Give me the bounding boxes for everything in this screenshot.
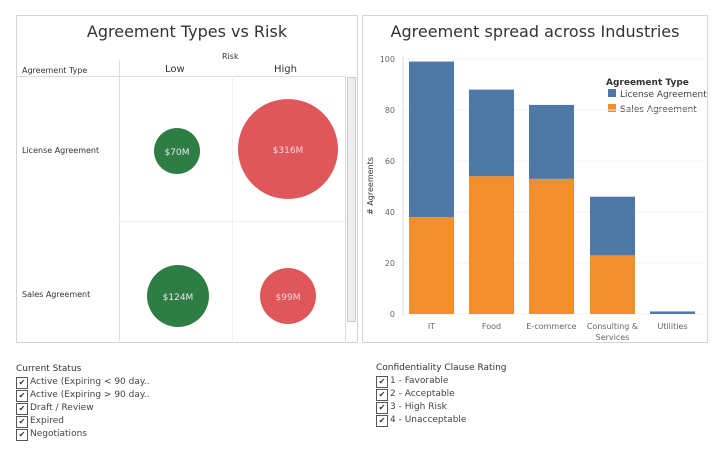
filter-option-label: 4 - Unacceptable	[390, 415, 467, 425]
checkbox[interactable]: ✔	[16, 390, 28, 402]
checkbox[interactable]: ✔	[16, 416, 28, 428]
risk-header: Risk	[222, 52, 239, 61]
bar-sales-agreement[interactable]	[590, 255, 635, 314]
bar-chart-svg: # Agreements Agreement Type License Agre…	[366, 55, 707, 342]
scrollbar[interactable]	[345, 76, 357, 341]
agreement-type-header: Agreement Type	[22, 66, 88, 75]
bubble-license-low[interactable]: $70M	[154, 128, 200, 174]
filter-option-label: 3 - High Risk	[390, 402, 447, 412]
checkbox[interactable]: ✔	[16, 403, 28, 415]
bar-sales-agreement[interactable]	[529, 178, 574, 314]
bar-sales-agreement[interactable]	[409, 217, 454, 314]
y-tick-label: 0	[390, 310, 395, 319]
confidentiality-filter-title: Confidentiality Clause Rating	[376, 363, 507, 373]
row-label-sales: Sales Agreement	[22, 290, 91, 299]
y-tick-label: 20	[385, 259, 395, 268]
filter-option-label: 2 - Acceptable	[390, 389, 455, 399]
filter-option-label: Expired	[30, 416, 64, 426]
x-tick-label: E-commerce	[526, 322, 576, 331]
bubble-sales-high[interactable]: $99M	[260, 268, 316, 324]
legend-title: Agreement Type	[606, 78, 689, 88]
x-tick-label: Food	[482, 322, 501, 331]
filter-option-label: Active (Expiring < 90 day..	[30, 377, 150, 387]
y-tick-label: 80	[385, 106, 395, 115]
bar-license-agreement[interactable]	[529, 104, 574, 179]
bubble-label: $124M	[163, 293, 194, 303]
checkbox[interactable]: ✔	[16, 377, 28, 389]
bubble-chart-title: Agreement Types vs Risk	[86, 22, 288, 41]
filter-option-label: Active (Expiring > 90 day..	[30, 390, 150, 400]
bar-panel: Agreement spread across Industries # Agr…	[362, 15, 708, 343]
row-label-license: License Agreement	[22, 146, 100, 155]
checkbox[interactable]: ✔	[376, 415, 388, 427]
filter-option-label: 1 - Favorable	[390, 376, 449, 386]
x-tick-label: Consulting &	[587, 322, 638, 331]
bubble-panel: Agreement Types vs Risk Risk Agreement T…	[16, 15, 358, 343]
bar-license-agreement[interactable]	[409, 61, 454, 218]
scrollbar-thumb[interactable]	[347, 77, 356, 322]
status-filter-title: Current Status	[16, 364, 82, 374]
bubble-license-high[interactable]: $316M	[238, 99, 338, 199]
x-tick-label: IT	[428, 322, 435, 331]
filter-option-label: Negotiations	[30, 429, 87, 439]
y-tick-label: 40	[385, 208, 395, 217]
x-tick-label: Services	[596, 333, 630, 342]
bubble-label: $70M	[165, 148, 190, 158]
bar-license-agreement[interactable]	[469, 89, 514, 177]
bar-chart-title: Agreement spread across Industries	[390, 22, 680, 41]
header-divider	[17, 76, 345, 77]
checkbox[interactable]: ✔	[376, 402, 388, 414]
row-label-divider	[119, 60, 120, 341]
checkbox[interactable]: ✔	[376, 389, 388, 401]
y-tick-label: 100	[380, 55, 395, 64]
legend-label: License Agreement	[620, 90, 707, 100]
checkbox[interactable]: ✔	[16, 429, 28, 441]
col-low-header: Low	[165, 64, 185, 75]
bubble-label: $316M	[273, 146, 304, 156]
bubble-sales-low[interactable]: $124M	[147, 265, 209, 327]
bar-sales-agreement[interactable]	[469, 176, 514, 314]
bubble-svg: $70M $316M $124M $99M	[147, 99, 338, 327]
col-high-header: High	[274, 64, 297, 75]
bar-license-agreement[interactable]	[590, 196, 635, 256]
row-divider	[119, 221, 345, 222]
filter-option-label: Draft / Review	[30, 403, 94, 413]
x-tick-label: Utilities	[657, 322, 687, 331]
y-axis-label: # Agreements	[366, 157, 375, 215]
y-tick-label: 60	[385, 157, 395, 166]
bubble-label: $99M	[276, 293, 301, 303]
checkbox[interactable]: ✔	[376, 376, 388, 388]
legend-item-license[interactable]: License Agreement	[608, 89, 707, 100]
bar-license-agreement[interactable]	[650, 311, 695, 314]
col-divider	[232, 76, 233, 341]
